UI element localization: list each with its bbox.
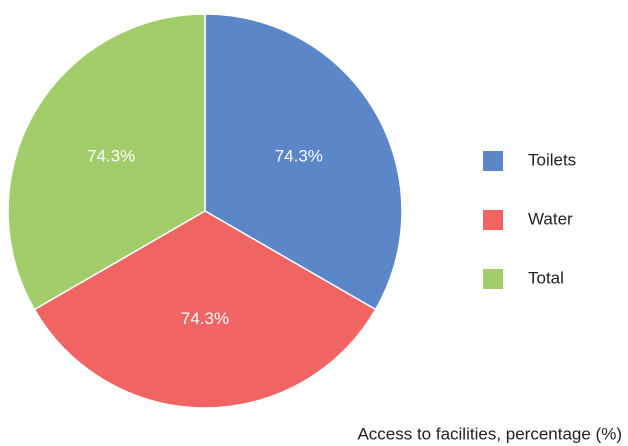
data-label: 74.3% bbox=[275, 146, 323, 165]
data-label: 74.3% bbox=[87, 146, 135, 165]
legend-label: Toilets bbox=[528, 150, 576, 169]
legend-swatch bbox=[483, 269, 503, 289]
legend-swatch bbox=[483, 151, 503, 171]
chart-caption: Access to facilities, percentage (%) bbox=[357, 424, 622, 443]
legend-label: Water bbox=[528, 209, 573, 228]
pie-slice bbox=[7, 13, 206, 311]
pie-slice bbox=[204, 13, 403, 311]
legend-swatch bbox=[483, 210, 503, 230]
legend-label: Total bbox=[528, 268, 564, 287]
data-label: 74.3% bbox=[181, 309, 229, 328]
